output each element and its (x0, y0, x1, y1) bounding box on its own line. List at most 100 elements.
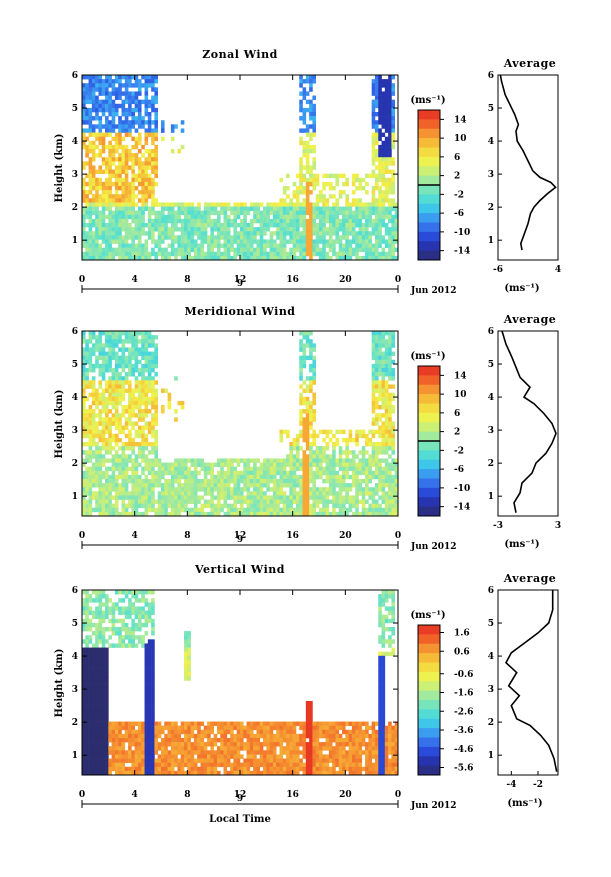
heatmap-cell (240, 471, 244, 475)
heatmap-cell (382, 693, 386, 697)
heatmap-cell (145, 137, 149, 141)
heatmap-cell (382, 360, 386, 364)
heatmap-cell (391, 615, 395, 619)
heatmap-cell (293, 508, 297, 512)
heatmap-cell (115, 463, 119, 467)
heatmap-cell (250, 235, 254, 239)
heatmap-cell (89, 479, 93, 483)
heatmap-cell (388, 211, 392, 215)
heatmap-cell (95, 393, 99, 397)
heatmap-cell (145, 590, 149, 594)
heatmap-cell (118, 454, 122, 458)
heatmap-cell (316, 174, 320, 178)
heatmap-cell (345, 227, 349, 231)
heatmap-cell (322, 231, 326, 235)
heatmap-cell (135, 430, 139, 434)
heatmap-cell (108, 178, 112, 182)
heatmap-cell (256, 467, 260, 471)
heatmap-cell (326, 463, 330, 467)
heatmap-cell (145, 79, 149, 83)
heatmap-cell (306, 409, 310, 413)
heatmap-cell (299, 207, 303, 211)
heatmap-cell (145, 360, 149, 364)
heatmap-cell (98, 108, 102, 112)
heatmap-cell (260, 248, 264, 252)
heatmap-cell (184, 483, 188, 487)
heatmap-cell (339, 504, 343, 508)
heatmap-cell (378, 352, 382, 356)
heatmap-cell (98, 458, 102, 462)
heatmap-cell (217, 211, 221, 215)
heatmap-cell (141, 124, 145, 128)
colorbar-swatch (418, 110, 440, 120)
heatmap-cell (164, 389, 168, 393)
heatmap-cell (326, 211, 330, 215)
heatmap-cell (293, 475, 297, 479)
heatmap-cell (312, 75, 316, 79)
heatmap-cell (237, 475, 241, 479)
heatmap-cell (131, 426, 135, 430)
heatmap-cell (388, 372, 392, 376)
heatmap-cell (118, 194, 122, 198)
heatmap-cell (316, 194, 320, 198)
heatmap-cell (89, 356, 93, 360)
heatmap-cell (112, 248, 116, 252)
heatmap-cell (316, 231, 320, 235)
heatmap-cell (141, 467, 145, 471)
heatmap-cell (385, 426, 389, 430)
heatmap-cell (227, 252, 231, 256)
heatmap-cell (102, 347, 106, 351)
heatmap-cell (131, 405, 135, 409)
heatmap-cell (158, 475, 162, 479)
heatmap-cell (382, 91, 386, 95)
heatmap-cell (148, 660, 152, 664)
heatmap-cell (141, 471, 145, 475)
heatmap-cell (329, 182, 333, 186)
heatmap-cell (145, 623, 149, 627)
heatmap-cell (102, 215, 106, 219)
heatmap-cell (378, 487, 382, 491)
heatmap-cell (102, 409, 106, 413)
heatmap-cell (145, 648, 149, 652)
heatmap-cell (82, 491, 86, 495)
heatmap-cell (280, 211, 284, 215)
heatmap-cell (108, 207, 112, 211)
heatmap-cell (382, 717, 386, 721)
heatmap-cell (299, 483, 303, 487)
heatmap-cell (95, 701, 99, 705)
heatmap-cell (135, 360, 139, 364)
heatmap-cell (112, 606, 116, 610)
heatmap-cell (135, 79, 139, 83)
heatmap-cell (385, 368, 389, 372)
heatmap-cell (82, 389, 86, 393)
heatmap-cell (85, 454, 89, 458)
heatmap-cell (372, 430, 376, 434)
heatmap-cell (131, 495, 135, 499)
heatmap-cell (135, 500, 139, 504)
y-tick-label: 6 (72, 71, 78, 81)
heatmap-cell (102, 508, 106, 512)
heatmap-cell (382, 701, 386, 705)
heatmap-cell (161, 500, 165, 504)
heatmap-cell (368, 211, 372, 215)
heatmap-cell (306, 124, 310, 128)
heatmap-cell (115, 438, 119, 442)
heatmap-cell (256, 239, 260, 243)
heatmap-cell (382, 475, 386, 479)
heatmap-cell (151, 450, 155, 454)
heatmap-cell (82, 401, 86, 405)
heatmap-cell (148, 227, 152, 231)
vertical-wind-heatmap (82, 590, 398, 775)
heatmap-cell (378, 713, 382, 717)
heatmap-cell (306, 467, 310, 471)
heatmap-cell (108, 504, 112, 508)
heatmap-cell (158, 223, 162, 227)
heatmap-cell (335, 227, 339, 231)
heatmap-cell (82, 475, 86, 479)
heatmap-cell (385, 96, 389, 100)
heatmap-cell (388, 652, 392, 656)
heatmap-cell (201, 219, 205, 223)
heatmap-cell (385, 170, 389, 174)
heatmap-cell (131, 413, 135, 417)
heatmap-cell (359, 500, 363, 504)
